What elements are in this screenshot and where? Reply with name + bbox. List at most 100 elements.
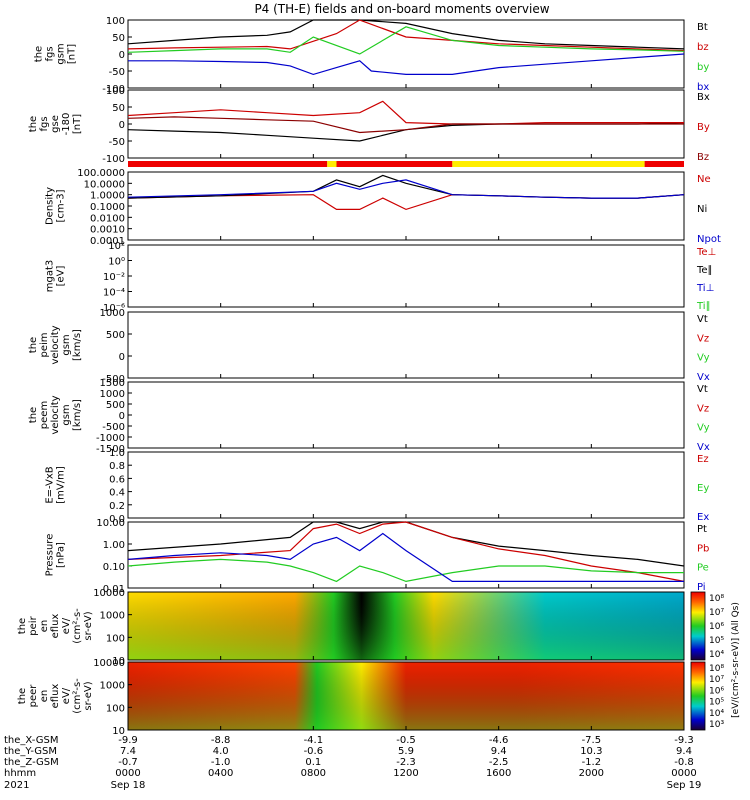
x-tick-label: 4.0 <box>213 746 229 757</box>
y-tick-label: 0 <box>119 120 125 131</box>
y-tick-label: 1500 <box>100 378 125 389</box>
colorbar-tick-label: 10⁸ <box>709 664 724 674</box>
x-tick-label: Sep 19 <box>667 780 702 791</box>
x-tick-label: Sep 18 <box>111 780 146 791</box>
y-tick-label: 50 <box>112 33 125 44</box>
legend-entry: Npot <box>697 234 721 245</box>
y-axis-label: velocity <box>50 325 61 364</box>
legend-entry: Vx <box>697 372 710 383</box>
x-axis-row-label: the_X-GSM <box>4 735 58 746</box>
y-tick-label: 10.0000 <box>84 179 125 190</box>
y-tick-label: 0.01 <box>103 584 125 595</box>
mode-bar-segment <box>336 161 453 167</box>
x-axis-row-label: the_Y-GSM <box>4 746 57 757</box>
legend-entry: Ni <box>697 204 707 215</box>
x-axis-row-label: 2021 <box>4 780 29 791</box>
spectrogram-shade <box>128 662 684 730</box>
y-tick-label: 100 <box>106 703 125 714</box>
x-tick-label: -4.6 <box>489 735 509 746</box>
y-tick-label: 100 <box>106 86 125 97</box>
legend-entry: Te⊥ <box>696 247 716 258</box>
x-tick-label: 10.3 <box>580 746 602 757</box>
y-axis-label: the <box>17 688 28 704</box>
legend-entry: Ez <box>697 454 709 465</box>
colorbar-tick-label: 10⁷ <box>709 675 724 685</box>
y-tick-label: -50 <box>109 67 125 78</box>
y-tick-label: 0 <box>119 411 125 422</box>
x-tick-label: -4.1 <box>304 735 324 746</box>
y-axis-label: peem <box>39 401 50 429</box>
x-tick-label: 0800 <box>301 768 326 779</box>
x-tick-label: -2.3 <box>396 757 416 768</box>
panel-efield: 1.0 0.8 0.6 0.4 0.2 0.0 E=-VxB [mV/m] Ez Ey Ex <box>45 448 710 525</box>
y-tick-label: 10⁻² <box>103 272 125 283</box>
y-axis-label: [eV] <box>56 266 67 287</box>
panel-frame <box>127 451 685 519</box>
y-tick-label: 0.0100 <box>90 213 125 224</box>
panel-frame <box>127 244 685 308</box>
y-axis-label: the <box>28 337 39 353</box>
colorbar <box>690 661 706 731</box>
y-tick-label: -100 <box>102 154 125 165</box>
y-axis-label: fgs <box>39 116 50 131</box>
y-tick-label: 10.00 <box>96 518 125 529</box>
panel-density: 100.000010.00001.00000.10000.01000.00100… <box>45 168 721 247</box>
y-tick-label: 0.6 <box>109 474 125 485</box>
legend-entry: Pb <box>697 543 709 554</box>
colorbar-label: [eV/(cm²-s-sr-eV)] (All Qs) <box>731 602 741 718</box>
legend-entry: Pi <box>697 582 706 593</box>
legend-entry: Pe <box>697 563 709 574</box>
y-axis-label: the <box>28 407 39 423</box>
legend-entry: Te∥ <box>696 265 713 276</box>
legend-entry: Ti∥ <box>696 301 711 312</box>
x-tick-label: -1.2 <box>582 757 602 768</box>
legend-entry: Pt <box>697 524 707 535</box>
y-tick-label: 0.2 <box>109 501 125 512</box>
y-axis-label: sr-eV) <box>83 611 94 640</box>
y-tick-label: 0.10 <box>103 562 125 573</box>
spectrogram-shade <box>128 592 684 660</box>
y-tick-label: -1000 <box>96 433 125 444</box>
legend-entry: Bx <box>697 92 710 103</box>
y-axis-label: [km/s] <box>72 329 83 361</box>
mode-bar-segment <box>644 161 684 167</box>
y-axis-label: the <box>34 46 45 62</box>
legend-entry: Vy <box>697 353 710 364</box>
x-tick-label: 7.4 <box>120 746 136 757</box>
x-tick-label: 0000 <box>115 768 140 779</box>
y-tick-label: 500 <box>106 400 125 411</box>
figure-title: P4 (TH-E) fields and on-board moments ov… <box>254 2 549 16</box>
panel-peim_velocity: 1000 500 0 -500 the peim velocity gsm [km/s] Vt Vz… <box>28 308 710 385</box>
y-axis-label: [nPa] <box>56 542 67 568</box>
panel-fgs_gsm: 100 50 0 -50 -100 the fgs gsm [nT] Bt bz by bx <box>34 16 710 95</box>
series-line <box>127 122 685 142</box>
y-tick-label: 1000 <box>100 611 125 622</box>
y-axis-label: the <box>17 618 28 634</box>
mode-bar-segment <box>327 161 337 167</box>
y-axis-label: eV/ <box>61 687 72 704</box>
series-line <box>127 194 685 211</box>
y-axis-label: gse <box>50 115 61 133</box>
x-tick-label: -0.5 <box>396 735 416 746</box>
y-axis-label: [km/s] <box>72 399 83 431</box>
y-axis-label: mgat3 <box>45 260 56 293</box>
y-axis-label: fgs <box>45 46 56 61</box>
y-tick-label: 10000 <box>93 658 125 669</box>
legend-entry: bx <box>697 82 709 93</box>
colorbar-tick-label: 10⁴ <box>709 709 724 719</box>
colorbar-tick-label: 10⁸ <box>709 594 724 604</box>
x-tick-label: 5.9 <box>398 746 414 757</box>
legend-entry: Vy <box>697 423 710 434</box>
y-axis-label: gsm <box>61 334 72 355</box>
x-tick-label: -0.8 <box>674 757 694 768</box>
legend-entry: Ey <box>697 483 709 494</box>
x-axis-row-label: the_Z-GSM <box>4 757 59 768</box>
legend-entry: bz <box>697 42 709 53</box>
y-tick-label: 1.00 <box>103 540 125 551</box>
legend-entry: Vz <box>697 333 709 344</box>
legend-entry: By <box>697 122 710 133</box>
series-line <box>127 179 685 199</box>
y-axis-label: [cm-3] <box>56 189 67 222</box>
